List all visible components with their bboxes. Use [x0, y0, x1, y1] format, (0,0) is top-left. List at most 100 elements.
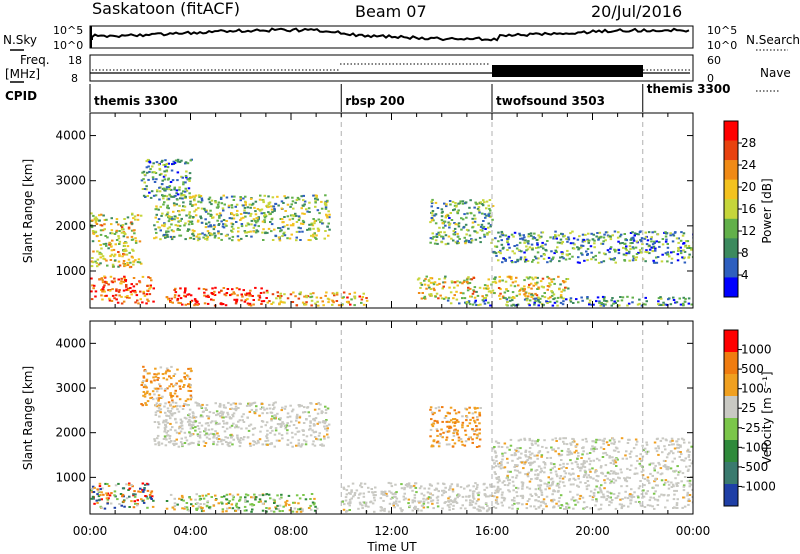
heatmap-cell	[385, 492, 388, 495]
heatmap-cell	[603, 437, 606, 440]
heatmap-cell	[444, 296, 448, 299]
heatmap-cell	[527, 295, 530, 298]
heatmap-cell	[544, 502, 547, 505]
heatmap-cell	[288, 509, 292, 512]
heatmap-cell	[399, 507, 402, 510]
heatmap-cell	[193, 298, 197, 301]
colorbar-segment	[724, 121, 738, 141]
heatmap-cell	[152, 194, 156, 197]
heatmap-cell	[665, 238, 668, 241]
x-tick-label: 00:00	[676, 524, 711, 538]
heatmap-cell	[542, 304, 545, 307]
heatmap-cell	[558, 477, 562, 480]
heatmap-cell	[562, 465, 565, 468]
heatmap-cell	[571, 496, 575, 499]
heatmap-cell	[513, 466, 516, 468]
heatmap-cell	[220, 440, 223, 443]
heatmap-cell	[212, 443, 215, 446]
heatmap-cell	[545, 495, 549, 498]
heatmap-cell	[232, 214, 236, 217]
heatmap-cell	[478, 432, 481, 435]
heatmap-cell	[305, 296, 308, 299]
heatmap-cell	[213, 232, 216, 235]
heatmap-cell	[547, 277, 551, 280]
heatmap-cell	[440, 235, 443, 238]
heatmap-cell	[239, 197, 242, 200]
heatmap-cell	[155, 231, 158, 234]
heatmap-cell	[646, 490, 649, 493]
heatmap-cell	[687, 454, 691, 456]
heatmap-cell	[474, 238, 478, 241]
heatmap-cell	[184, 222, 187, 225]
heatmap-cell	[106, 492, 110, 495]
heatmap-cell	[480, 223, 484, 226]
heatmap-cell	[195, 235, 198, 238]
heatmap-cell	[673, 489, 676, 492]
heatmap-cell	[204, 494, 208, 497]
heatmap-cell	[667, 298, 670, 301]
heatmap-cell	[557, 275, 560, 278]
heatmap-cell	[188, 424, 191, 427]
heatmap-cell	[520, 287, 523, 290]
heatmap-cell	[298, 292, 301, 295]
heatmap-cell	[457, 209, 460, 212]
heatmap-cell	[266, 439, 270, 442]
heatmap-cell	[112, 265, 115, 268]
heatmap-cell	[650, 246, 653, 249]
heatmap-cell	[313, 419, 317, 422]
heatmap-cell	[529, 505, 532, 508]
heatmap-cell	[565, 443, 569, 446]
heatmap-cell	[166, 234, 169, 236]
heatmap-cell	[146, 400, 150, 403]
heatmap-cell	[221, 207, 225, 210]
heatmap-cell	[295, 444, 298, 447]
heatmap-cell	[157, 444, 161, 447]
heatmap-cell	[676, 259, 680, 262]
heatmap-cell	[465, 301, 469, 303]
heatmap-cell	[685, 465, 688, 468]
heatmap-cell	[686, 500, 690, 502]
heatmap-cell	[585, 485, 589, 488]
heatmap-cell	[430, 219, 434, 222]
heatmap-cell	[575, 443, 579, 446]
heatmap-cell	[280, 207, 284, 210]
heatmap-cell	[194, 214, 198, 217]
heatmap-cell	[581, 453, 584, 456]
heatmap-cell	[191, 233, 194, 236]
heatmap-cell	[677, 237, 680, 240]
heatmap-cell	[466, 485, 469, 488]
heatmap-cell	[286, 422, 289, 425]
heatmap-cell	[152, 398, 155, 401]
heatmap-cell	[470, 238, 473, 241]
heatmap-cell	[237, 407, 240, 409]
heatmap-cell	[171, 399, 174, 402]
heatmap-cell	[550, 462, 553, 465]
heatmap-cell	[483, 213, 487, 216]
heatmap-cell	[246, 302, 250, 305]
heatmap-cell	[566, 453, 569, 456]
heatmap-cell	[593, 246, 596, 249]
heatmap-cell	[283, 234, 287, 237]
heatmap-cell	[534, 499, 538, 502]
heatmap-cell	[421, 292, 424, 294]
heatmap-cell	[569, 490, 572, 493]
heatmap-cell	[429, 435, 432, 438]
heatmap-cell	[104, 235, 107, 237]
heatmap-cell	[187, 443, 190, 446]
heatmap-cell	[225, 234, 229, 237]
heatmap-cell	[472, 496, 475, 499]
heatmap-cell	[265, 407, 269, 410]
heatmap-cell	[431, 413, 435, 416]
heatmap-cell	[207, 225, 210, 228]
heatmap-cell	[175, 395, 179, 398]
heatmap-cell	[172, 195, 175, 198]
heatmap-cell	[638, 298, 641, 301]
heatmap-cell	[278, 439, 281, 442]
heatmap-cell	[194, 203, 197, 206]
heatmap-cell	[286, 237, 289, 240]
heatmap-cell	[155, 205, 158, 208]
heatmap-cell	[646, 504, 650, 507]
heatmap-cell	[686, 470, 690, 472]
heatmap-cell	[608, 479, 612, 482]
heatmap-cell	[629, 493, 632, 496]
